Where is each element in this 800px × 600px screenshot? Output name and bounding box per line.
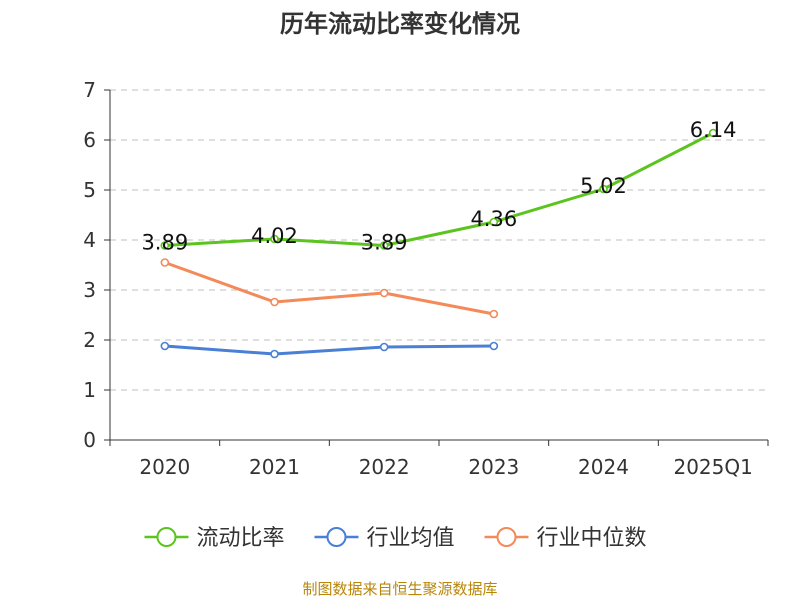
data-point	[708, 128, 718, 138]
data-label: 3.89	[141, 231, 188, 255]
x-tick-label: 2022	[359, 455, 410, 479]
data-point	[379, 342, 389, 352]
axes: 0 1 2 3 4 5 6 7 2020 2021 2022 2023 2024 2025Q1	[83, 78, 769, 479]
data-label: 3.89	[361, 231, 408, 255]
x-tick-label: 2024	[578, 455, 629, 479]
data-point	[270, 349, 279, 359]
data-point	[270, 234, 279, 244]
series-line-3	[164, 261, 495, 316]
x-tick-label: 2020	[139, 455, 190, 479]
x-tick-label: 2023	[468, 455, 519, 479]
data-point	[270, 297, 279, 307]
series-line-2	[164, 344, 494, 356]
legend: 流动比率 行业均值 行业中位数	[144, 526, 647, 551]
y-tick-label: 3	[83, 278, 96, 302]
legend-item-2: 行业均值	[314, 526, 455, 551]
series-lines	[160, 128, 718, 359]
x-tick-label: 2025Q1	[673, 455, 752, 479]
legend-swatch-marker	[496, 527, 517, 547]
y-tick-label: 2	[83, 328, 96, 352]
legend-label: 行业均值	[367, 526, 455, 551]
y-tick-label: 6	[83, 128, 96, 152]
legend-swatch-marker	[326, 527, 347, 547]
y-tick-label: 4	[83, 228, 96, 252]
data-point	[160, 341, 170, 351]
x-tick-label: 2021	[249, 455, 300, 479]
legend-item-3: 行业中位数	[484, 526, 647, 551]
legend-item-1: 流动比率	[144, 526, 285, 551]
data-point	[379, 288, 389, 298]
legend-label: 流动比率	[197, 526, 285, 551]
y-tick-label: 5	[83, 178, 96, 202]
y-tick-label: 0	[83, 428, 96, 452]
data-label: 4.36	[470, 207, 517, 231]
data-point	[489, 217, 499, 227]
data-labels: 3.89 4.02 3.89 4.36 5.02 6.14	[141, 118, 736, 255]
data-point	[160, 258, 170, 267]
data-point	[599, 184, 608, 194]
data-label: 6.14	[690, 118, 737, 142]
data-point	[489, 309, 499, 319]
y-tick-label: 7	[83, 78, 96, 102]
data-label: 4.02	[251, 224, 298, 248]
legend-label: 行业中位数	[537, 526, 647, 551]
data-point	[379, 241, 389, 250]
series-line-1	[164, 131, 714, 247]
data-label: 5.02	[580, 174, 627, 198]
legend-swatch-marker	[156, 527, 177, 547]
y-tick-label: 1	[83, 378, 96, 402]
data-point	[489, 341, 499, 351]
data-point	[160, 241, 170, 250]
source-note: 制图数据来自恒生聚源数据库	[302, 580, 498, 598]
chart-title: 历年流动比率变化情况	[280, 10, 520, 38]
